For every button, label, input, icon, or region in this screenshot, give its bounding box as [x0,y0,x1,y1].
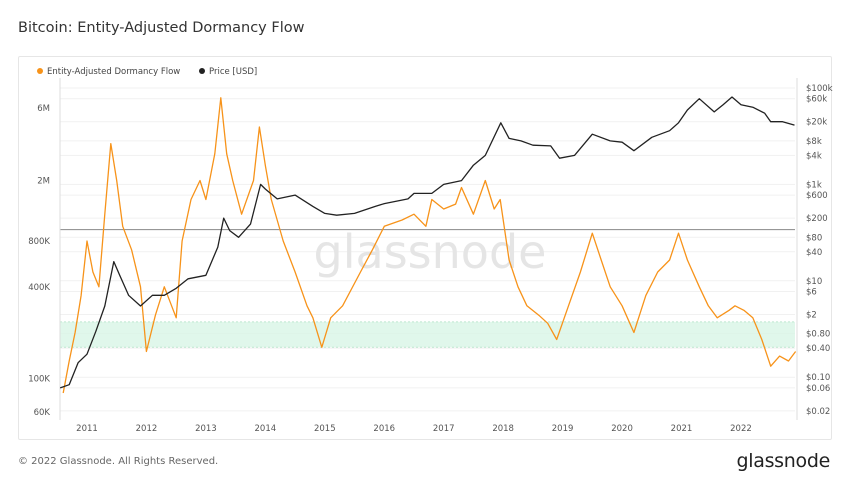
right-tick-label: $1k [806,180,822,190]
x-tick-label: 2015 [314,424,336,434]
x-tick-label: 2012 [136,424,158,434]
right-tick-label: $200 [806,214,828,224]
glassnode-logo: glassnode [736,450,831,472]
page-title: Bitcoin: Entity-Adjusted Dormancy Flow [18,20,305,36]
watermark: glassnode [314,225,547,279]
chart-panel [18,56,832,440]
left-tick-label: 100K [28,374,50,384]
left-tick-label: 800K [28,237,50,247]
right-tick-label: $60k [806,95,827,105]
legend-dot-dormancy [37,68,43,74]
x-tick-label: 2018 [492,424,514,434]
right-tick-label: $0.06 [806,384,830,394]
x-tick-label: 2021 [671,424,693,434]
price-line [59,96,795,389]
right-tick-label: $0.10 [806,373,830,383]
x-tick-label: 2014 [255,424,277,434]
right-tick-label: $100k [806,84,833,94]
right-tick-label: $10 [806,277,822,287]
x-tick-label: 2019 [552,424,574,434]
x-tick-label: 2011 [76,424,98,434]
right-tick-label: $2 [806,310,817,320]
right-tick-label: $8k [806,137,822,147]
dormancy-flow-line [62,97,797,394]
x-tick-label: 2020 [611,424,633,434]
right-tick-label: $4k [806,151,822,161]
right-tick-label: $6 [806,287,817,297]
right-tick-label: $80 [806,233,822,243]
right-tick-label: $20k [806,118,827,128]
right-tick-label: $0.80 [806,330,830,340]
right-tick-label: $600 [806,191,828,201]
left-tick-label: 60K [34,408,51,418]
right-tick-label: $0.40 [806,344,830,354]
x-tick-label: 2013 [195,424,217,434]
copyright: © 2022 Glassnode. All Rights Reserved. [18,456,219,467]
right-tick-label: $40 [806,248,822,258]
x-tick-label: 2016 [373,424,395,434]
left-tick-label: 6M [37,104,50,114]
legend-label-price: Price [USD] [209,67,257,77]
x-tick-label: 2022 [730,424,752,434]
right-tick-label: $0.02 [806,407,830,417]
left-tick-label: 2M [37,177,50,187]
highlight-band [60,321,795,348]
left-tick-label: 400K [28,283,50,293]
legend-dot-price [199,68,205,74]
x-tick-label: 2017 [433,424,455,434]
legend-label-dormancy: Entity-Adjusted Dormancy Flow [47,67,180,77]
